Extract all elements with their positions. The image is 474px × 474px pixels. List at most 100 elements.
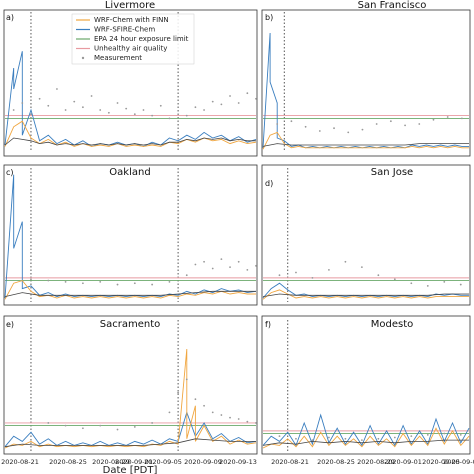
panel-san-francisco: San Francisco b) [261,0,471,157]
sfire-series-line [4,174,257,299]
panel-label: e) [6,320,14,329]
measurement-point [151,114,154,117]
x-tick-label: 2020-08-21 [1,458,39,466]
measurement-point [99,109,102,111]
measurement-point [125,107,128,110]
measurement-point [460,117,463,120]
measurement-point [142,109,145,111]
measurement-point [432,118,435,121]
finn-series-line [4,348,257,449]
measurement-point [99,281,102,283]
legend-label: Unhealthy air quality [94,45,167,53]
measurement-point [185,274,188,277]
measurement-point [255,97,257,100]
x-tick-label: 2020-09-01 [115,458,153,466]
x-ticks-left: 2020-08-21 2020-08-25 2020-08-29 2020-09… [1,458,257,466]
measurement-point [220,103,223,106]
x-tick-label: 2020-09-01 [384,458,422,466]
panel-frame [3,164,258,306]
panel-label: a) [6,13,14,22]
measurement-point [459,283,462,286]
measurement-point [133,113,136,116]
measurement-point [237,418,240,420]
dark_line-series-line [4,137,256,146]
measurement-point [194,106,197,109]
panel-frame [261,9,471,157]
panel-frame [261,164,471,306]
sfire-series-line [262,282,469,299]
measurement-point [361,128,364,131]
measurement-point [177,391,180,394]
legend-entry: WRF-SFIRE-Chem [76,26,155,34]
panel-title: Sacramento [100,319,160,330]
measurement-point [304,125,307,128]
measurement-point [203,109,205,111]
x-tick-label: 2020-09-05 [144,458,182,466]
measurement-point [194,398,197,401]
measurement-point [229,416,231,419]
measurement-point [151,283,154,286]
finn-series-line [262,427,470,449]
measurement-point [211,100,214,103]
measurement-point [133,426,136,428]
measurement-point [30,418,32,420]
legend-entry: WRF-Chem with FINN [76,16,169,24]
measurement-point [107,111,110,114]
measurement-point [185,378,188,381]
measurement-point [278,274,281,277]
measurement-point [116,102,119,104]
measurement-point [311,276,314,279]
measurement-point [30,278,32,281]
measurement-point [64,424,67,427]
sfire-series-line [262,32,469,149]
measurement-point [443,281,446,283]
measurement-point [168,281,171,283]
x-tick-label: 2020-08-21 [271,458,309,466]
measurement-point [318,130,321,132]
measurement-point [47,104,50,107]
measurement-point [426,285,429,287]
x-tick-label: 2020-09-09 [443,458,474,466]
measurement-point [38,97,41,100]
measurement-point [360,439,363,442]
panel-oakland: Oakland c) [3,164,258,306]
x-tick-label: 2020-09-13 [219,458,257,466]
sfire-series-line [262,413,470,447]
dark_line-series-line [262,293,469,297]
measurement-point [203,260,205,263]
panel-title: Livermore [105,0,155,11]
measurement-point [328,436,330,439]
legend-label: Measurement [94,54,142,62]
measurement-point [443,432,446,435]
legend-entry: EPA 24 hour exposure limit [76,35,189,43]
legend-box [71,13,195,65]
measurement-point [295,271,297,274]
measurement-point [229,266,231,269]
measurement-point [237,102,240,104]
measurement-point [404,124,406,127]
x-ticks-right: 2020-08-21 2020-08-25 2020-08-29 2020-09… [271,458,474,466]
measurement-point [295,437,297,440]
measurement-point [64,109,67,111]
measurement-point [459,433,462,436]
measurement-point [446,116,449,118]
finn-series-line [4,120,257,147]
x-tick-label: 2020-08-25 [317,458,355,466]
measurement-point [229,95,231,97]
panel-sacramento: Sacramento e) [3,315,258,455]
measurement-point [168,117,171,120]
measurement-point [151,422,154,424]
measurement-point [393,436,396,439]
legend-label: WRF-SFIRE-Chem [94,26,155,34]
measurement-point [333,127,335,130]
panel-frame [3,9,258,157]
panel-frame [3,315,258,455]
measurement-point [246,268,249,271]
measurement-point [73,100,76,103]
dark_line-series-line [262,439,469,446]
measurement-point [344,437,347,440]
measurement-point [133,282,136,285]
legend-entry: Measurement [81,54,142,62]
